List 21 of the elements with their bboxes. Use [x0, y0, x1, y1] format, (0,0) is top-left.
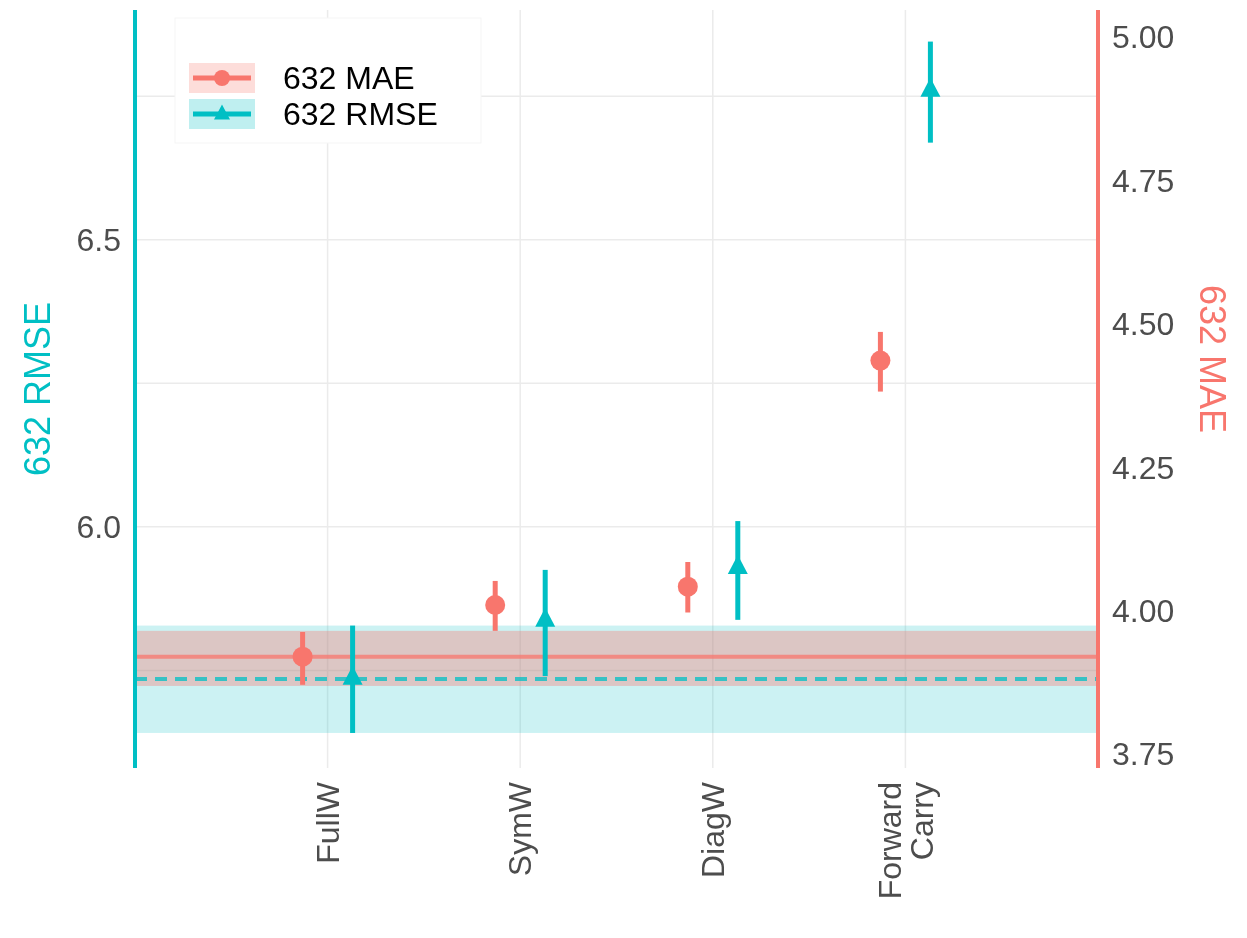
- y2-tick-label: 4.00: [1112, 592, 1175, 629]
- y-axis-title: 632 RMSE: [17, 301, 58, 477]
- legend-label: 632 RMSE: [283, 96, 438, 133]
- x-tick-label: DiagW: [695, 781, 731, 879]
- x-tick-label: SymW: [502, 781, 539, 877]
- y-tick-label: 6.5: [76, 221, 121, 258]
- legend-label: 632 MAE: [283, 60, 415, 97]
- y2-axis-title: 632 MAE: [1192, 284, 1233, 434]
- y2-tick-label: 4.50: [1112, 306, 1175, 343]
- point: [677, 576, 698, 597]
- y2-tick-label: 3.75: [1112, 736, 1175, 773]
- x-tick-label: FullW: [309, 781, 346, 864]
- point: [292, 646, 313, 667]
- y2-tick-label: 4.25: [1112, 449, 1175, 486]
- point: [485, 595, 506, 616]
- y2-tick-label: 4.75: [1112, 162, 1175, 199]
- y-tick-label: 6.0: [76, 509, 121, 546]
- y2-tick-label: 5.00: [1112, 19, 1175, 56]
- point: [870, 350, 891, 371]
- x-tick-label: Forward Carry: [871, 782, 940, 900]
- point: [727, 555, 748, 575]
